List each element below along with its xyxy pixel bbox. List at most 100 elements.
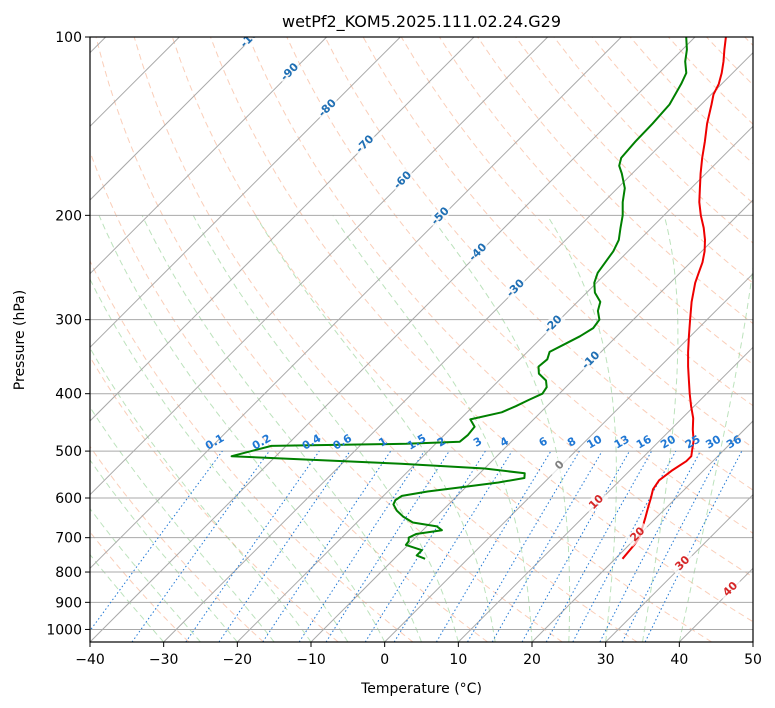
isotherm-label-bg [669, 550, 695, 576]
y-tick-label: 1000 [46, 622, 82, 638]
mixing-ratio-line [90, 450, 223, 632]
isotherm-label-bg [351, 130, 378, 157]
dry-adiabat [553, 37, 753, 244]
moist-adiabat [678, 263, 753, 642]
mixing-ratio-line [644, 450, 743, 642]
moist-adiabat [90, 406, 275, 642]
mixing-ratio-line [131, 450, 270, 642]
mixing-ratio-labels: 0.1 0.2 0.4 0.6 1 1.5 2 3 4 6 8 10 13 16 20 25 30 36 [203, 431, 744, 452]
x-tick-label: 10 [449, 652, 467, 668]
moist-adiabat [332, 215, 533, 642]
mixing-ratio-label: 30 [703, 432, 723, 451]
dewpoint-profile-line [230, 37, 688, 560]
moist-adiabat [192, 215, 459, 642]
mixing-ratio-line [521, 450, 630, 642]
dry-adiabat [95, 37, 563, 642]
isotherms [90, 37, 753, 642]
mixing-ratio-label: 36 [724, 432, 744, 451]
isotherm-label-bg [314, 94, 340, 121]
mixing-ratio-lines [90, 450, 743, 642]
dry-adiabat [744, 37, 753, 47]
y-tick-label: 700 [55, 531, 82, 547]
mixing-ratio-line [185, 450, 320, 642]
mixing-ratio-label: 3 [471, 435, 484, 450]
plot-area: -100-90-80-70-60-50-40-30-20-10010203040… [90, 21, 753, 642]
mixing-ratio-line [467, 450, 580, 642]
isotherm-label-bg [577, 347, 604, 373]
isotherm [310, 199, 753, 642]
isotherm [236, 125, 753, 642]
mixing-ratio-label: 0.2 [250, 432, 273, 453]
isotherm-label: -100 [238, 21, 267, 50]
dry-adiabat [286, 37, 753, 534]
isotherm [90, 37, 622, 570]
isotherm-label-bg [502, 275, 528, 301]
y-tick-label: 300 [55, 313, 82, 329]
chart-title: wetPf2_KOM5.2025.111.02.24.G29 [282, 12, 561, 32]
y-axis: 100 200 300 400 500 600 700 800 900 1000 [46, 30, 90, 638]
mixing-ratio-line [435, 450, 552, 642]
y-tick-label: 500 [55, 444, 82, 460]
isotherm-label-bg [464, 238, 491, 265]
isotherm [90, 37, 401, 349]
dry-adiabats [90, 37, 753, 642]
x-tick-label: −40 [75, 652, 105, 668]
mixing-ratio-line [298, 450, 425, 642]
dry-adiabat [210, 37, 753, 623]
isotherm-label-bg [583, 488, 609, 515]
mixing-ratio-label: 0.1 [203, 432, 226, 453]
isotherm-label-bg [276, 58, 302, 85]
profile-series [230, 37, 727, 560]
isotherm-label-bg [540, 311, 566, 337]
isotherm [90, 37, 328, 275]
moist-adiabat [90, 459, 238, 642]
dry-adiabat [668, 37, 753, 125]
mixing-ratio-label: 10 [585, 432, 605, 451]
y-tick-label: 400 [55, 387, 82, 403]
isotherm [457, 346, 753, 642]
mixing-ratio-label: 0.6 [331, 431, 355, 452]
dry-adiabat [515, 37, 753, 284]
isotherm [605, 493, 753, 642]
mixing-ratio-label: 8 [565, 435, 578, 450]
x-axis: −40 −30 −20 −10 0 10 20 30 40 50 [75, 642, 762, 668]
isotherm [90, 37, 549, 496]
y-tick-label: 600 [55, 491, 82, 507]
moist-adiabat [90, 347, 312, 642]
isotherm [678, 567, 753, 642]
temperature-profile-line [621, 37, 727, 560]
mixing-ratio-label: 25 [683, 433, 703, 452]
isotherm [90, 37, 254, 201]
dry-adiabat [90, 531, 190, 642]
mixing-ratio-label: 1 [376, 435, 389, 450]
isotherm-label-bg [427, 202, 453, 229]
dry-adiabat [171, 37, 712, 642]
moist-adiabat [98, 215, 386, 642]
mixing-ratio-label: 4 [498, 434, 511, 449]
dry-adiabat [133, 37, 638, 642]
dry-adiabat [90, 150, 488, 642]
isotherm-label-bg [389, 166, 415, 193]
x-tick-label: 50 [744, 652, 762, 668]
x-tick-label: −20 [223, 652, 253, 668]
x-tick-label: 20 [523, 652, 541, 668]
isotherm [90, 37, 696, 642]
dry-adiabat [706, 37, 753, 86]
x-axis-title: Temperature (°C) [360, 681, 482, 697]
isotherm-label-bg [238, 37, 265, 49]
mixing-ratio-line [218, 450, 351, 642]
mixing-ratio-line [325, 450, 450, 642]
moist-adiabat [429, 215, 571, 642]
mixing-ratio-label: 20 [658, 432, 678, 451]
dry-adiabat [324, 37, 753, 491]
isotherm [90, 37, 475, 422]
dry-adiabat [248, 37, 753, 578]
mixing-ratio-label: 13 [612, 433, 632, 452]
isotherm-label-bg [546, 451, 572, 478]
y-tick-label: 200 [55, 208, 82, 224]
isotherm-label-bg [717, 575, 743, 602]
dry-adiabat [90, 259, 414, 642]
dry-adiabat [90, 356, 339, 642]
isotherm-label-bg [624, 521, 650, 547]
mixing-ratio-label: 0.4 [300, 431, 324, 452]
